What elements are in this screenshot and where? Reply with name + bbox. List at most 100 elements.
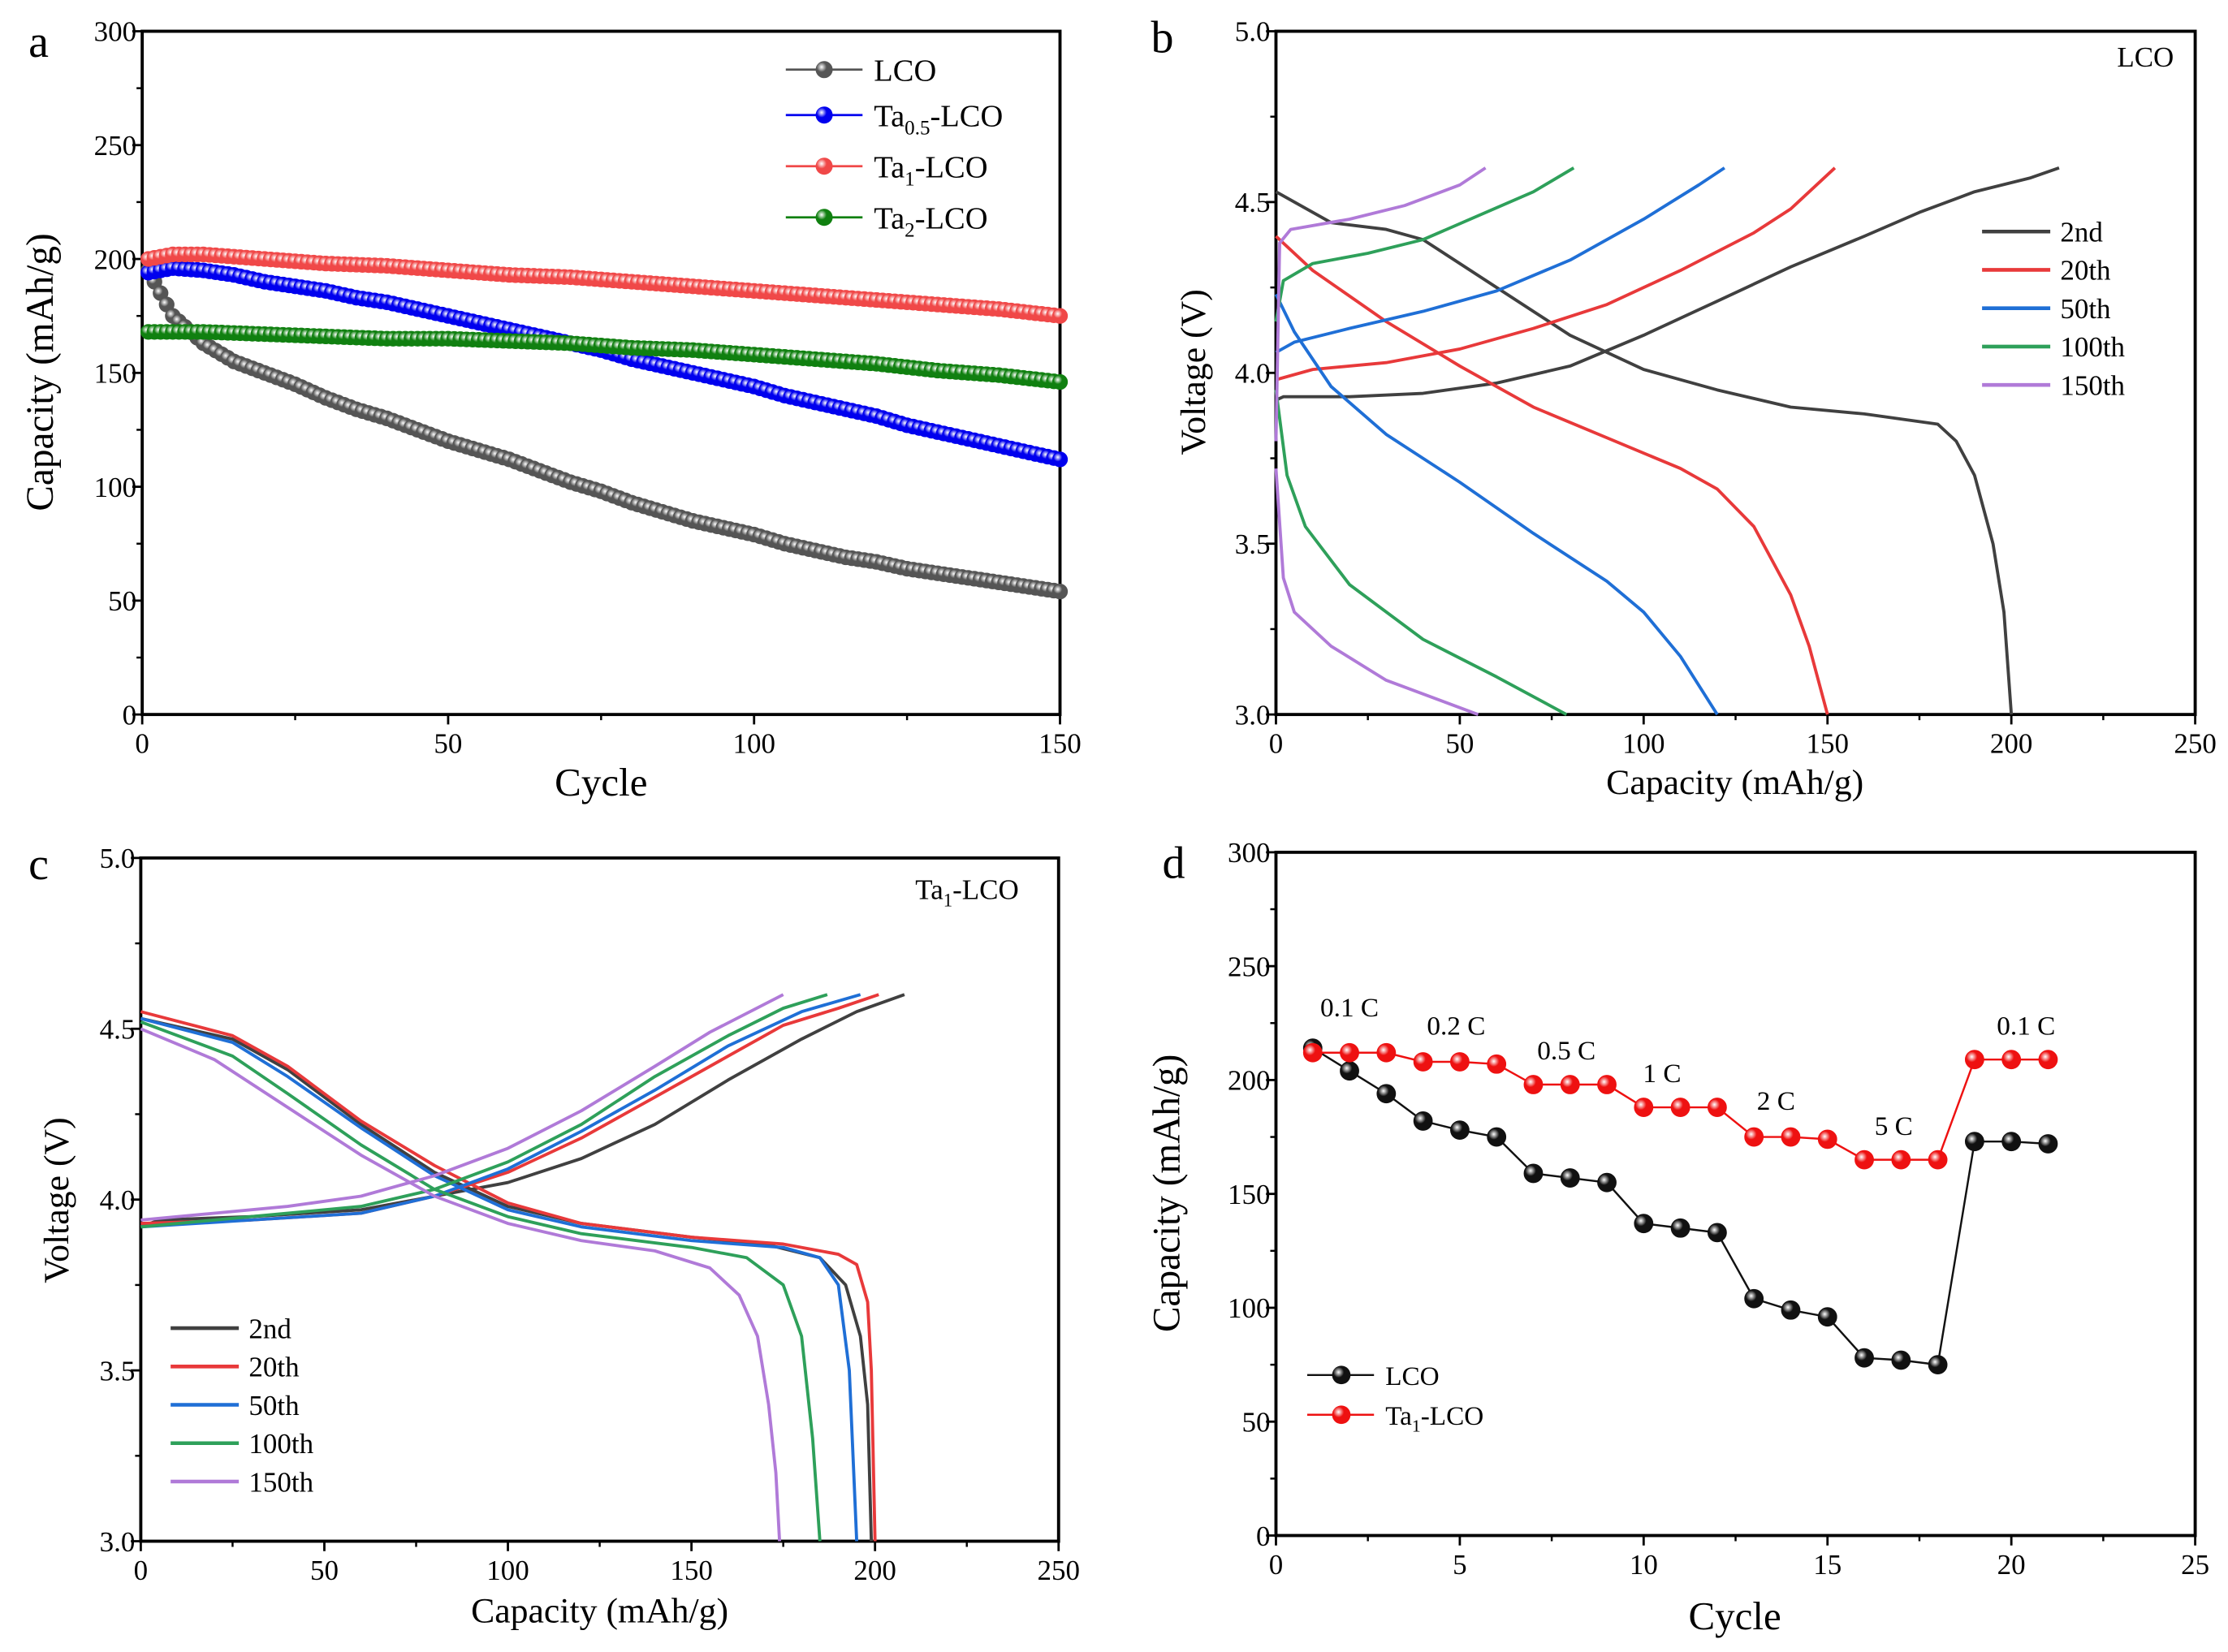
data-point [2038,1050,2058,1070]
legend-marker [1332,1365,1351,1385]
curve-150th-discharge [1274,468,1479,716]
data-point [1670,1218,1690,1238]
y-tick-label: 100 [1228,1292,1270,1324]
series-Ta1-LCO [140,246,1069,324]
text-part: -LCO [915,202,988,236]
data-point [1340,1061,1359,1081]
curve-50th-discharge [1274,293,1719,716]
x-tick-label: 150 [670,1555,712,1586]
data-point [1413,1111,1433,1131]
y-tick-label: 0 [1256,1520,1271,1552]
curve-50th-discharge [140,1016,859,1542]
curve-150th-charge [1274,166,1487,442]
y-tick-label: 200 [94,244,136,275]
panel-label-a: a [28,17,49,67]
text-part: Ta [915,874,943,906]
panel-a-xlabel: Cycle [555,760,647,804]
data-point [1744,1127,1764,1147]
x-tick-label: 100 [732,727,775,759]
rate-annotation: 1 C [1643,1059,1681,1089]
panel-c-ylabel: Voltage (V) [37,1117,76,1283]
y-tick-label: 0 [123,699,137,731]
panel-label-b: b [1151,13,1173,63]
curve-50th-charge [1275,166,1725,354]
text-part: Ta [874,100,905,134]
y-tick-label: 300 [1228,837,1270,869]
panel-label-c: c [28,839,49,890]
y-tick-label: 250 [1228,951,1270,982]
data-point [1560,1075,1580,1094]
data-point [1891,1350,1911,1370]
y-tick-label: 300 [94,16,136,48]
legend-marker [815,106,833,124]
curve-2nd-charge [140,993,905,1229]
data-point [2001,1132,2022,1152]
x-tick-label: 200 [853,1555,896,1586]
inset-title: LCO [2117,41,2174,73]
curve-100th-discharge [140,1020,822,1542]
x-tick-label: 150 [1806,727,1848,759]
curve-20th-charge [1275,166,1837,382]
x-tick-label: 0 [1269,727,1284,759]
data-point [2038,1134,2058,1154]
text-part: LCO [1385,1361,1439,1391]
curve-2nd-charge [1275,166,2060,402]
x-tick-label: 0 [134,1555,149,1586]
y-tick-label: 3.5 [1235,528,1271,560]
rate-annotation: 0.5 C [1537,1036,1595,1066]
rate-annotation: 0.2 C [1427,1011,1485,1041]
x-tick-label: 150 [1038,727,1081,759]
y-tick-label: 3.5 [100,1355,136,1387]
legend-marker [815,157,833,175]
legend-label: 150th [248,1466,313,1498]
legend-marker [815,209,833,226]
data-point [1413,1052,1433,1072]
legend-label: Ta2-LCO [874,202,987,242]
data-point [1634,1098,1654,1117]
y-tick-label: 4.0 [1235,358,1271,390]
legend-label: 50th [2060,293,2111,325]
data-point [1855,1348,1874,1368]
subscript: 0.5 [905,117,930,139]
x-tick-label: 250 [2174,727,2216,759]
curve-150th-discharge [140,1027,782,1542]
data-point [1817,1307,1837,1327]
inset-title: Ta1-LCO [915,874,1018,911]
text-part: -LCO [915,151,988,185]
legend-label: Ta0.5-LCO [874,100,1003,140]
data-point [1744,1288,1764,1309]
data-point [1670,1098,1690,1117]
x-tick-label: 20 [1997,1549,2026,1581]
legend-label: 20th [248,1352,300,1383]
y-tick-label: 150 [94,358,136,390]
legend-label: 20th [2060,255,2111,287]
y-tick-label: 50 [1241,1406,1270,1438]
y-tick-label: 5.0 [1235,16,1271,48]
data-point [1817,1129,1837,1149]
legend-label: Ta1-LCO [874,151,987,191]
y-tick-label: 100 [94,472,136,503]
text-part: Ta [1385,1401,1412,1431]
x-tick-label: 25 [2181,1549,2209,1581]
legend-label: 2nd [248,1313,291,1344]
data-point [1376,1084,1397,1104]
panel-c-xlabel: Capacity (mAh/g) [471,1591,728,1630]
curve-20th-discharge [1275,235,1829,715]
x-tick-label: 0 [1269,1549,1284,1581]
rate-annotation: 2 C [1757,1086,1795,1116]
x-tick-label: 0 [135,727,149,759]
rate-annotation: 0.1 C [1320,993,1379,1023]
data-point [1781,1300,1801,1320]
data-point [1487,1127,1507,1147]
legend-label: 150th [2060,369,2125,401]
x-tick-label: 200 [1990,727,2032,759]
curve-100th-charge [140,993,828,1229]
y-tick-label: 4.0 [100,1184,136,1216]
panel-label-d: d [1162,838,1185,888]
text-part: Ta [874,202,905,236]
data-point [1597,1172,1617,1193]
y-tick-label: 200 [1228,1065,1270,1097]
data-point [1340,1042,1359,1063]
panel-b-xlabel: Capacity (mAh/g) [1606,763,1863,802]
panel-d-xlabel: Cycle [1689,1594,1781,1638]
